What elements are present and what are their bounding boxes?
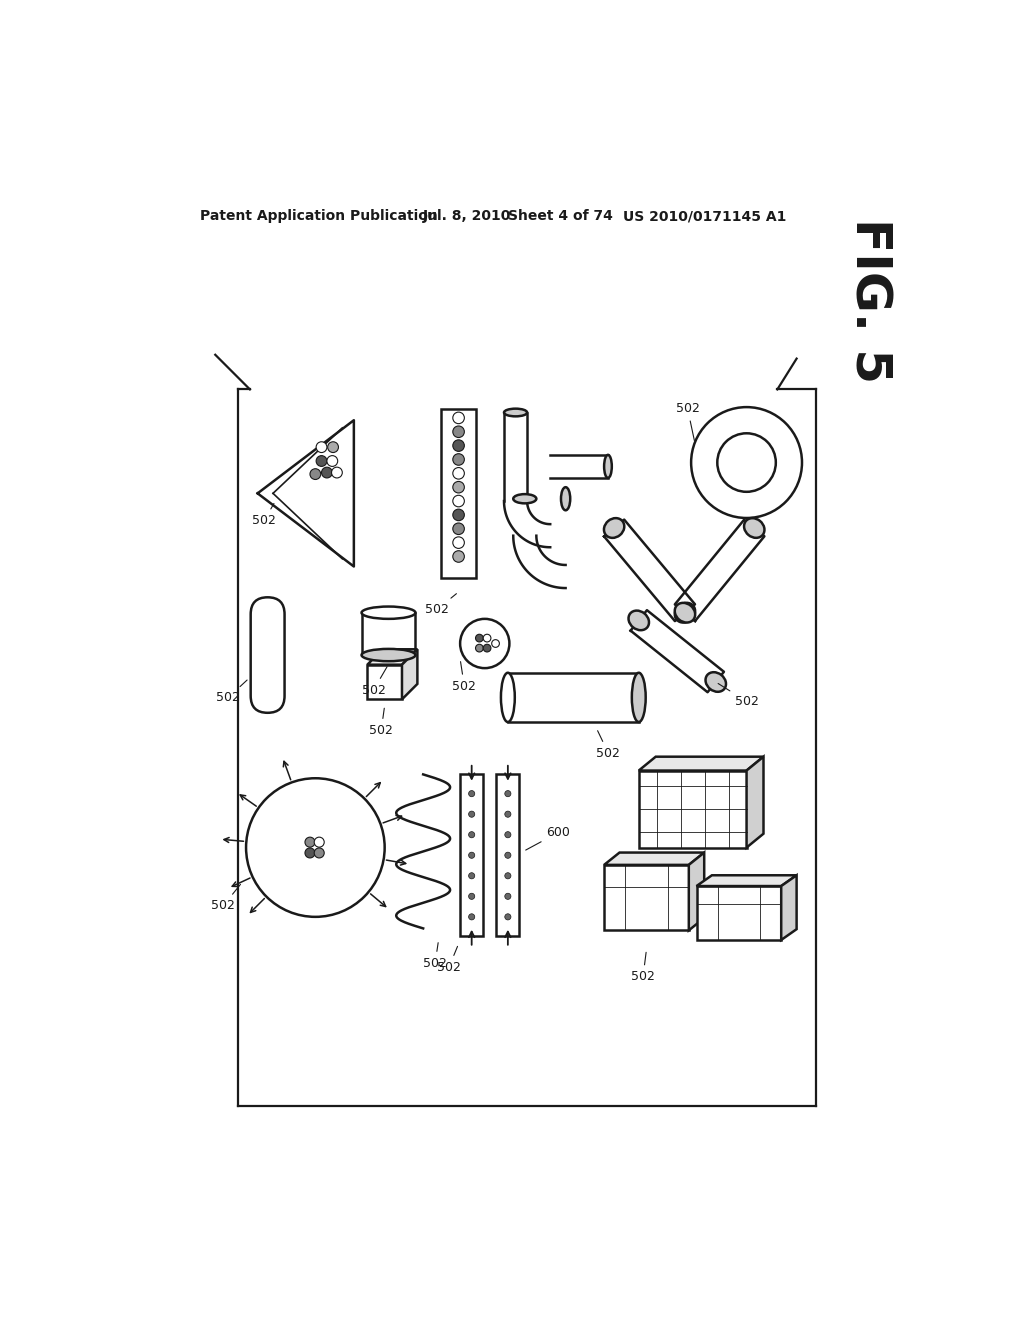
Circle shape xyxy=(305,837,315,847)
Polygon shape xyxy=(781,875,797,940)
Text: Patent Application Publication: Patent Application Publication xyxy=(200,209,437,223)
Text: 502: 502 xyxy=(718,684,759,708)
Circle shape xyxy=(505,810,511,817)
Circle shape xyxy=(453,454,464,465)
Circle shape xyxy=(453,482,464,492)
Ellipse shape xyxy=(604,519,625,537)
Circle shape xyxy=(505,894,511,899)
Polygon shape xyxy=(675,520,764,620)
Ellipse shape xyxy=(706,672,726,692)
Circle shape xyxy=(505,873,511,879)
Ellipse shape xyxy=(675,603,695,623)
Bar xyxy=(368,665,402,700)
Circle shape xyxy=(246,779,385,917)
Circle shape xyxy=(316,455,327,466)
Polygon shape xyxy=(402,649,418,700)
Ellipse shape xyxy=(501,673,515,722)
Circle shape xyxy=(460,619,509,668)
Text: 502: 502 xyxy=(453,661,476,693)
Text: 502: 502 xyxy=(631,952,655,983)
Polygon shape xyxy=(604,520,695,622)
Text: 502: 502 xyxy=(596,731,621,760)
Polygon shape xyxy=(504,502,550,548)
Circle shape xyxy=(316,442,327,453)
Polygon shape xyxy=(689,853,705,931)
Polygon shape xyxy=(604,853,705,865)
Text: 502: 502 xyxy=(211,884,241,912)
Bar xyxy=(441,409,476,578)
Circle shape xyxy=(483,635,490,642)
Circle shape xyxy=(475,635,483,642)
Polygon shape xyxy=(746,756,764,847)
Circle shape xyxy=(332,467,342,478)
Circle shape xyxy=(453,523,464,535)
Circle shape xyxy=(453,537,464,548)
Polygon shape xyxy=(696,886,781,940)
Polygon shape xyxy=(604,865,689,931)
Circle shape xyxy=(492,640,500,647)
Circle shape xyxy=(469,832,475,838)
Ellipse shape xyxy=(629,611,649,630)
Circle shape xyxy=(469,791,475,797)
Circle shape xyxy=(305,847,315,858)
Text: 502: 502 xyxy=(370,709,393,737)
Bar xyxy=(460,775,483,936)
Ellipse shape xyxy=(513,494,537,503)
Ellipse shape xyxy=(744,519,765,537)
Text: FIG. 5: FIG. 5 xyxy=(846,218,894,383)
Text: 502: 502 xyxy=(361,667,387,697)
Circle shape xyxy=(475,644,483,652)
Polygon shape xyxy=(639,756,764,771)
Circle shape xyxy=(453,426,464,437)
Text: 502: 502 xyxy=(423,942,447,970)
Text: Sheet 4 of 74: Sheet 4 of 74 xyxy=(508,209,612,223)
Circle shape xyxy=(453,440,464,451)
Ellipse shape xyxy=(561,487,570,511)
Text: 502: 502 xyxy=(216,680,247,705)
Circle shape xyxy=(469,810,475,817)
Circle shape xyxy=(453,412,464,424)
Polygon shape xyxy=(696,875,797,886)
Circle shape xyxy=(483,644,490,652)
Polygon shape xyxy=(639,771,746,847)
Circle shape xyxy=(469,913,475,920)
Ellipse shape xyxy=(361,607,416,619)
Circle shape xyxy=(469,873,475,879)
Circle shape xyxy=(453,550,464,562)
Circle shape xyxy=(328,442,339,453)
Text: 502: 502 xyxy=(676,403,699,441)
Circle shape xyxy=(469,894,475,899)
Circle shape xyxy=(717,433,776,492)
Circle shape xyxy=(453,510,464,520)
Text: 600: 600 xyxy=(525,826,570,850)
Circle shape xyxy=(505,791,511,797)
Circle shape xyxy=(691,407,802,517)
Circle shape xyxy=(314,847,325,858)
Text: 502: 502 xyxy=(425,594,457,615)
Bar xyxy=(497,775,519,936)
Ellipse shape xyxy=(604,455,611,478)
Ellipse shape xyxy=(675,603,695,623)
Ellipse shape xyxy=(361,649,416,661)
Circle shape xyxy=(453,467,464,479)
Circle shape xyxy=(453,495,464,507)
Circle shape xyxy=(505,832,511,838)
Text: 502: 502 xyxy=(437,946,461,974)
Ellipse shape xyxy=(504,409,527,416)
Circle shape xyxy=(505,913,511,920)
Circle shape xyxy=(505,853,511,858)
Circle shape xyxy=(469,853,475,858)
Circle shape xyxy=(322,467,333,478)
Text: Jul. 8, 2010: Jul. 8, 2010 xyxy=(423,209,512,223)
Circle shape xyxy=(327,455,338,466)
Polygon shape xyxy=(631,610,724,692)
Ellipse shape xyxy=(632,673,646,722)
Circle shape xyxy=(310,469,321,479)
Text: 502: 502 xyxy=(252,503,276,527)
Polygon shape xyxy=(368,649,418,665)
Circle shape xyxy=(314,837,325,847)
Text: US 2010/0171145 A1: US 2010/0171145 A1 xyxy=(624,209,786,223)
FancyBboxPatch shape xyxy=(251,597,285,713)
